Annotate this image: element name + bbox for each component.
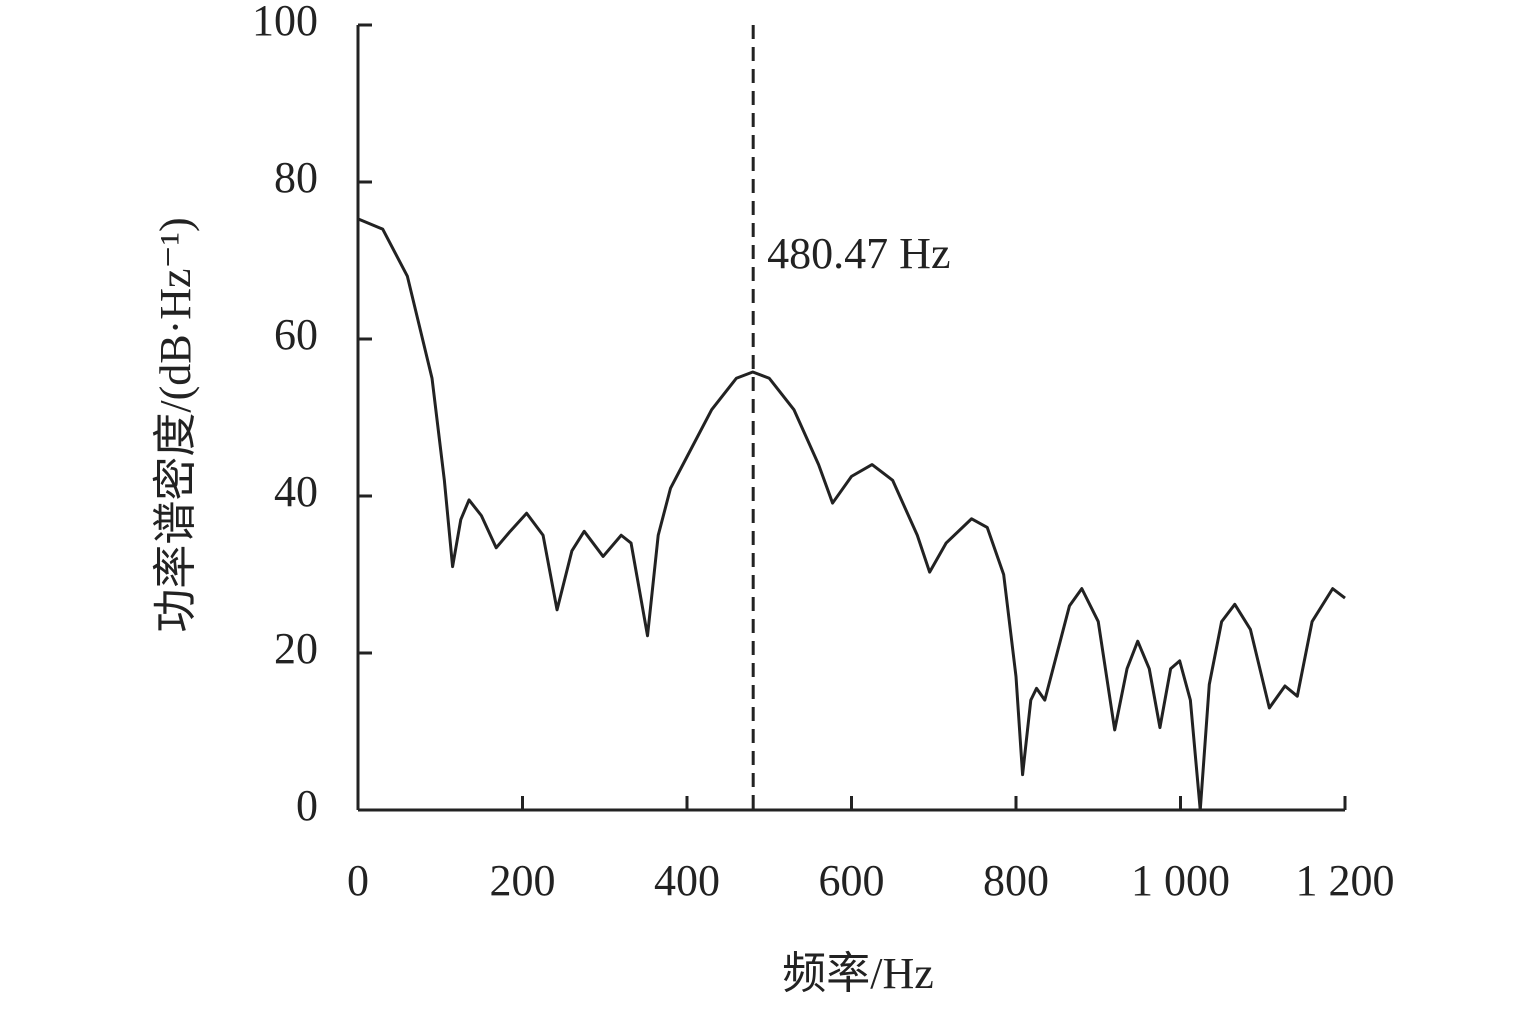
y-tick-label: 100 xyxy=(252,0,318,45)
x-tick-label: 600 xyxy=(819,856,885,905)
y-tick-label: 40 xyxy=(274,467,318,516)
x-tick-label: 800 xyxy=(983,856,1049,905)
y-tick-label: 0 xyxy=(296,781,318,830)
x-tick-label: 1 000 xyxy=(1131,856,1230,905)
x-axis-title: 频率/Hz xyxy=(782,949,934,998)
x-tick-label: 0 xyxy=(347,856,369,905)
y-tick-label: 60 xyxy=(274,310,318,359)
annotation: 480.47 Hz xyxy=(767,229,950,278)
y-tick-label: 20 xyxy=(274,624,318,673)
data-line xyxy=(357,217,1346,812)
x-tick-label: 200 xyxy=(490,856,556,905)
y-tick-label: 80 xyxy=(274,153,318,202)
x-tick-label: 400 xyxy=(654,856,720,905)
y-axis-title: 功率谱密度/(dB·Hz⁻¹) xyxy=(151,217,200,632)
x-tick-label: 1 200 xyxy=(1296,856,1395,905)
